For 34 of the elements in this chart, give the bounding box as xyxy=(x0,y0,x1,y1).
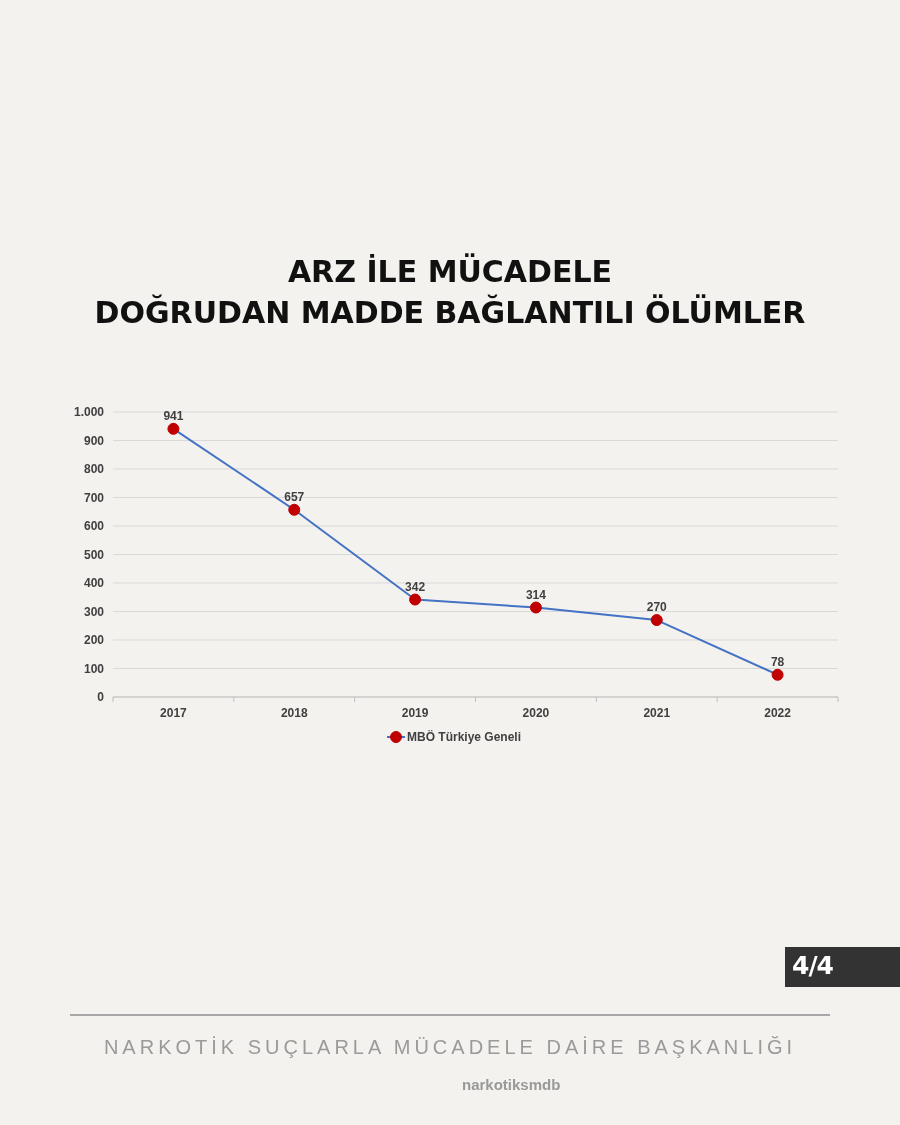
legend-label: MBÖ Türkiye Geneli xyxy=(406,730,522,744)
x-tick-label: 2020 xyxy=(522,706,550,720)
text: NARKOTİK SUÇLARLA MÜCADELE DAİRE BAŞKANLIĞI xyxy=(102,1036,798,1059)
y-tick-label: 400 xyxy=(83,576,105,591)
y-tick-label: 0 xyxy=(97,690,105,705)
point xyxy=(650,614,663,627)
y-tick-label: 600 xyxy=(83,519,105,534)
x-tick-label: 2021 xyxy=(643,706,671,720)
data-label: 941 xyxy=(163,408,184,423)
x-tick-label: 2019 xyxy=(401,706,429,720)
x-tick-label: 2018 xyxy=(280,706,308,720)
y-tick-label: 100 xyxy=(83,661,105,676)
y-tick-label: 800 xyxy=(83,462,105,477)
data-label: 657 xyxy=(284,489,305,504)
chart-title: ARZ İLE MÜCADELE DOĞRUDAN MADDE BAĞLANTILI ÖLÜMLER xyxy=(93,252,807,332)
text: 4/4 xyxy=(792,951,833,980)
y-tick-label: 900 xyxy=(83,433,105,448)
point xyxy=(529,601,542,614)
point xyxy=(167,422,180,435)
y-tick-label: 300 xyxy=(83,604,105,619)
x-tick-label: 2022 xyxy=(764,706,792,720)
data-label: 78 xyxy=(770,654,785,669)
data-label: 270 xyxy=(646,600,668,615)
data-label: 314 xyxy=(525,587,547,602)
y-tick-label: 200 xyxy=(83,633,105,648)
text: narkotiksmdb xyxy=(462,1076,561,1093)
point xyxy=(771,668,784,681)
point xyxy=(288,503,301,516)
data-label: 342 xyxy=(405,579,426,594)
y-tick-label: 500 xyxy=(83,547,105,562)
point xyxy=(409,593,422,606)
y-tick-label: 700 xyxy=(83,490,105,505)
x-tick-label: 2017 xyxy=(160,706,188,720)
y-tick-label: 1.000 xyxy=(73,405,105,420)
